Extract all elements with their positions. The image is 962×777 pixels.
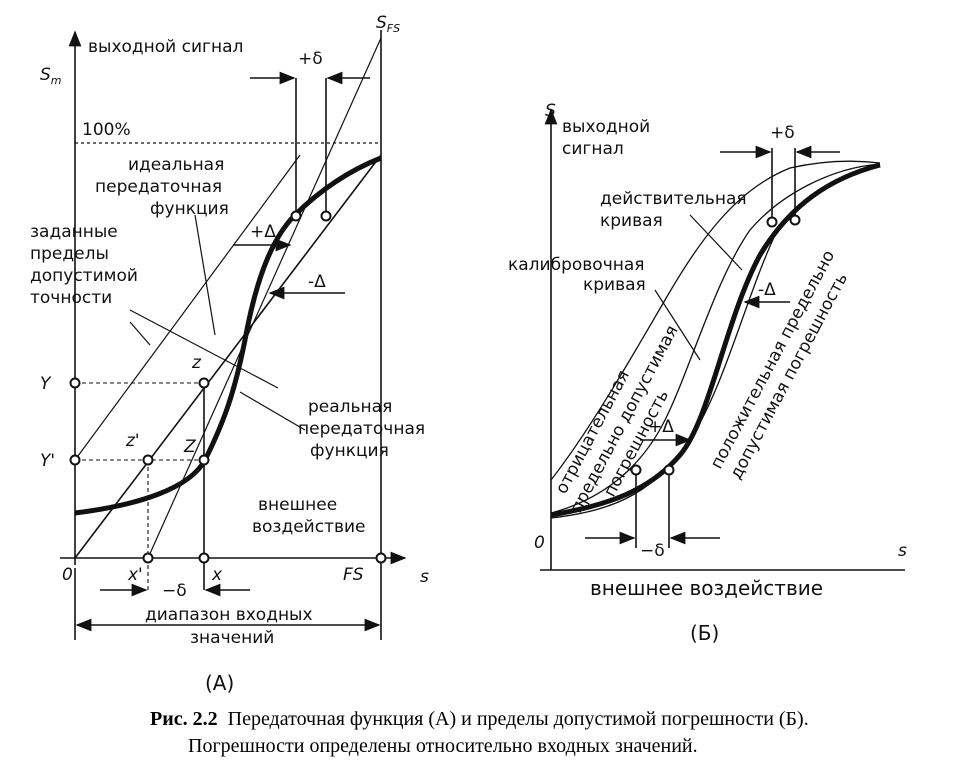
b-calib-pointer [654,289,701,361]
caption-text-1: Передаточная функция (А) и пределы допус… [227,708,809,730]
a-point-z [198,377,210,389]
a-point-fs [375,552,387,564]
a-panel-label: (А) [205,671,234,695]
a-sm-label: Sm [40,65,62,87]
caption-line-2: Погрешности определены относительно вход… [150,733,950,760]
b-x-axis-label: внешнее воздействие [590,576,823,600]
a-y-axis-label: выходной сигнал [88,37,243,57]
a-limits-1: заданные [30,222,118,242]
a-ideal-2: передаточная [95,177,222,197]
b-actual-2: кривая [600,211,663,231]
b-point-bot2 [663,464,675,476]
a-ideal-3: функция [150,199,229,219]
figure-caption: Рис. 2.2 Передаточная функция (А) и пред… [150,706,950,760]
b-actual-pointer [689,214,743,271]
a-minus-Delta: -Δ [308,272,326,292]
a-limits-4: точности [30,288,112,308]
b-point-top2 [789,214,801,226]
b-calibration [550,163,881,514]
a-point-top1 [290,210,302,222]
b-calib-2: кривая [583,275,646,295]
a-point-Yp [69,454,81,466]
a-ideal-line [74,154,382,559]
b-y-label-1: выходной [562,117,650,137]
b-point-top1 [766,216,778,228]
a-label-Z: Z [183,437,196,457]
a-plus-Delta: +Δ [250,222,276,242]
caption-label: Рис. 2.2 [150,708,218,730]
a-ideal-pointer [194,214,216,336]
a-real-curve [74,155,382,516]
b-point-bot1 [630,464,642,476]
a-label-x: x [211,565,223,585]
a-label-FS: FS [343,565,364,585]
a-plus-delta-top: +δ [298,49,323,69]
b-y-label-2: сигнал [562,139,624,159]
panel-b-text: S выходной сигнал +δ действительная крив… [508,101,907,645]
a-point-Z [198,454,210,466]
a-ideal-1: идеальная [128,155,224,175]
b-calib-1: калибровочная [508,255,645,275]
caption-text-2: Погрешности определены относительно вход… [188,735,698,757]
a-external-1: внешнее [258,495,337,515]
a-minus-delta: −δ [162,581,187,601]
panel-b [540,108,905,571]
a-limits-2: пределы [30,244,109,264]
a-100-percent: 100% [82,120,131,140]
a-range-1: диапазон входных [145,605,313,625]
a-real-1: реальная [308,397,392,417]
b-actual-1: действительная [600,189,747,209]
panel-a-text: выходной сигнал Sm SFS +δ 100% идеальная… [30,13,429,695]
a-sfs-label: SFS [376,13,400,35]
a-external-2: воздействие [252,517,366,537]
a-point-x [198,552,210,564]
a-upper-limit [74,154,301,461]
b-S-label: S [545,101,556,121]
a-point-xp [142,552,154,564]
b-negative-limit [550,160,881,481]
a-point-zp [142,454,154,466]
a-real-3: функция [310,441,389,461]
b-panel-label: (Б) [690,621,719,645]
a-limit-pointer1 [129,321,151,346]
a-limit-pointer2 [129,309,279,389]
panel-a [60,30,407,640]
a-label-Y: Y [40,374,52,394]
a-limits-3: допустимой [30,266,138,286]
a-label-s: s [420,567,429,587]
a-label-xp: x' [127,565,143,585]
a-origin: 0 [62,565,73,585]
b-label-s: s [898,541,907,561]
a-real-pointer [239,391,306,431]
b-origin: 0 [534,533,545,553]
b-plus-Delta: +Δ [648,417,674,437]
a-point-Y [69,377,81,389]
a-label-zp: z' [125,431,140,451]
b-actual [550,162,881,518]
b-plus-delta: +δ [770,123,795,143]
a-label-z: z [191,353,202,373]
a-point-top2 [320,210,332,222]
a-range-2: значений [190,628,274,648]
a-label-Yp: Y' [40,451,55,471]
a-lower-limit [147,37,382,559]
b-minus-delta: −δ [640,541,665,561]
b-minus-Delta: -Δ [758,280,776,300]
caption-line-1: Рис. 2.2 Передаточная функция (А) и пред… [150,706,950,733]
a-real-2: передаточная [298,419,425,439]
